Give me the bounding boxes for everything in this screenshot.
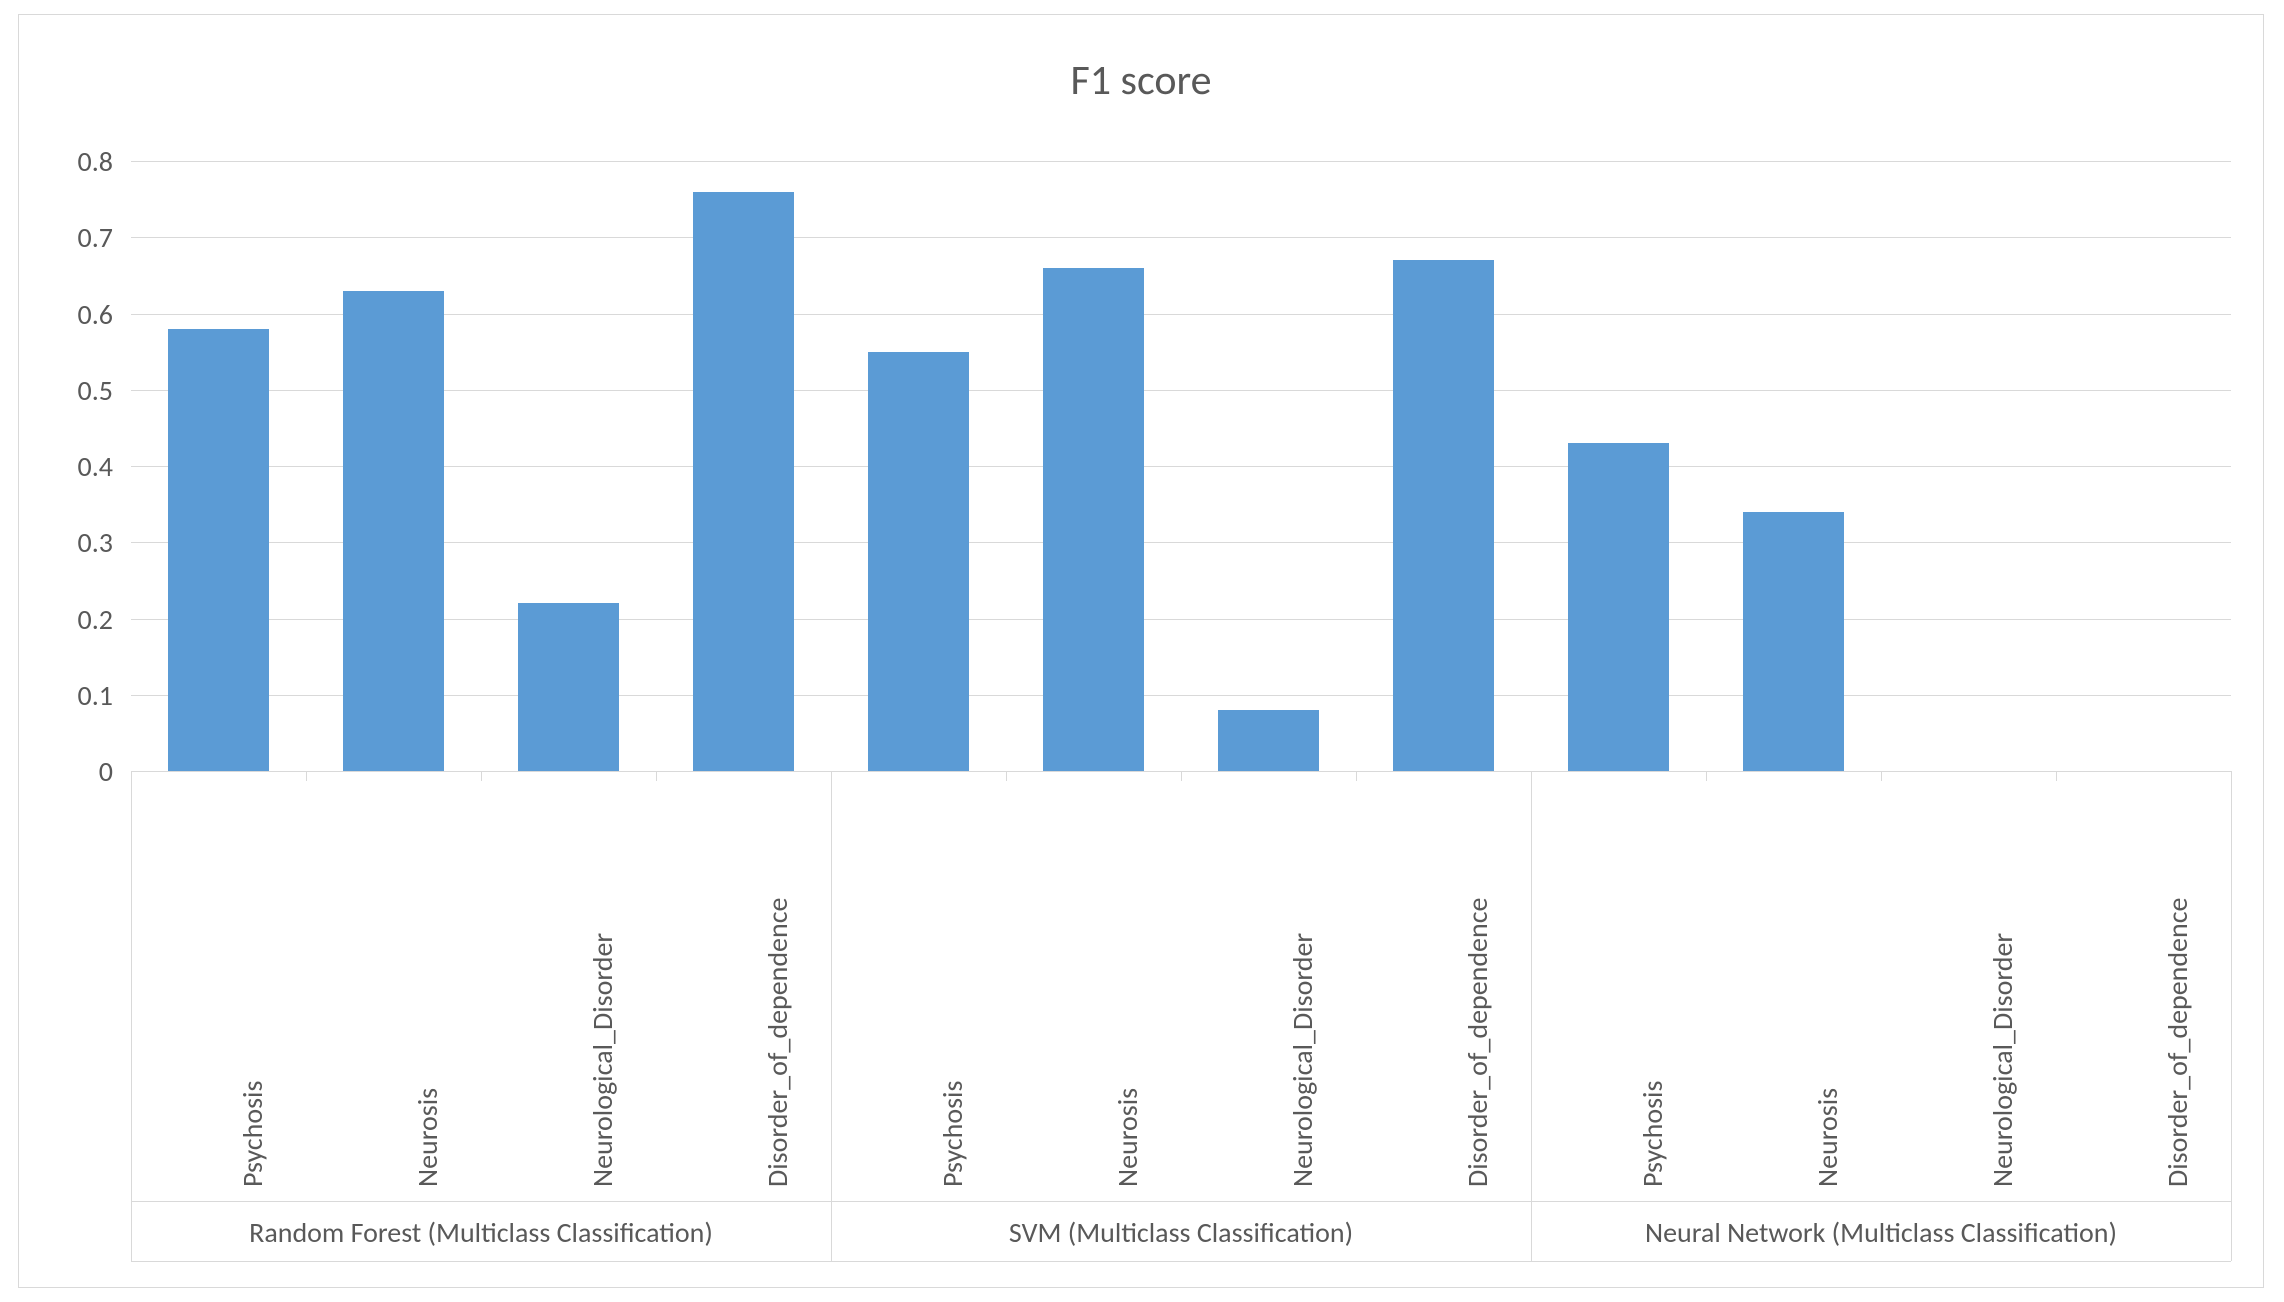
x-axis: Psychosis Neurosis Neurological_Disorder Di… (131, 771, 2231, 1261)
bar (168, 329, 270, 771)
category-label: Neurosis (1810, 1088, 1845, 1187)
bar (518, 603, 620, 771)
gridline (131, 466, 2231, 467)
y-tick-label: 0.8 (19, 144, 113, 179)
group-label: Random Forest (Multiclass Classification… (131, 1215, 831, 1250)
axis-bottom-line (131, 1261, 2231, 1262)
y-tick-label: 0 (19, 754, 113, 789)
group-divider (831, 771, 832, 1261)
category-tick (1881, 771, 1882, 781)
y-tick-label: 0.2 (19, 602, 113, 637)
category-tick (1706, 771, 1707, 781)
category-label: Disorder_of_dependence (1460, 898, 1495, 1187)
category-tick (656, 771, 657, 781)
bar (1568, 443, 1670, 771)
category-label: Psychosis (935, 1081, 970, 1187)
category-label: Psychosis (1635, 1081, 1670, 1187)
group-divider (2231, 771, 2232, 1261)
gridline (131, 161, 2231, 162)
y-tick-label: 0.6 (19, 297, 113, 332)
group-divider (131, 771, 132, 1261)
chart-title: F1 score (19, 55, 2263, 106)
category-tick (1006, 771, 1007, 781)
bar (868, 352, 970, 771)
category-label: Neurological_Disorder (585, 933, 620, 1187)
category-tick (306, 771, 307, 781)
category-label: Neurosis (410, 1088, 445, 1187)
gridline (131, 390, 2231, 391)
y-tick-label: 0.1 (19, 678, 113, 713)
y-tick-label: 0.4 (19, 449, 113, 484)
bar (1043, 268, 1145, 771)
gridline (131, 542, 2231, 543)
axis-row-separator (131, 1201, 2231, 1202)
category-label: Disorder_of_dependence (2160, 898, 2195, 1187)
y-tick-label: 0.7 (19, 220, 113, 255)
plot-area (131, 161, 2231, 771)
group-divider (1531, 771, 1532, 1261)
category-label: Neurological_Disorder (1985, 933, 2020, 1187)
bar (1393, 260, 1495, 771)
category-tick (481, 771, 482, 781)
group-label: SVM (Multiclass Classification) (831, 1215, 1531, 1250)
category-label: Disorder_of_dependence (760, 898, 795, 1187)
gridline (131, 619, 2231, 620)
gridline (131, 314, 2231, 315)
category-tick (1181, 771, 1182, 781)
group-label: Neural Network (Multiclass Classificatio… (1531, 1215, 2231, 1250)
category-tick (2056, 771, 2057, 781)
chart-container: F1 score Psychosis Neurosis Neurological_D… (18, 14, 2264, 1288)
bar (343, 291, 445, 771)
bar (1743, 512, 1845, 771)
category-label: Neurological_Disorder (1285, 933, 1320, 1187)
bar (693, 192, 795, 772)
gridline (131, 237, 2231, 238)
y-tick-label: 0.3 (19, 525, 113, 560)
gridline (131, 695, 2231, 696)
y-tick-label: 0.5 (19, 373, 113, 408)
category-label: Neurosis (1110, 1088, 1145, 1187)
x-axis-line (131, 771, 2231, 772)
category-tick (1356, 771, 1357, 781)
category-label: Psychosis (235, 1081, 270, 1187)
bar (1218, 710, 1320, 771)
